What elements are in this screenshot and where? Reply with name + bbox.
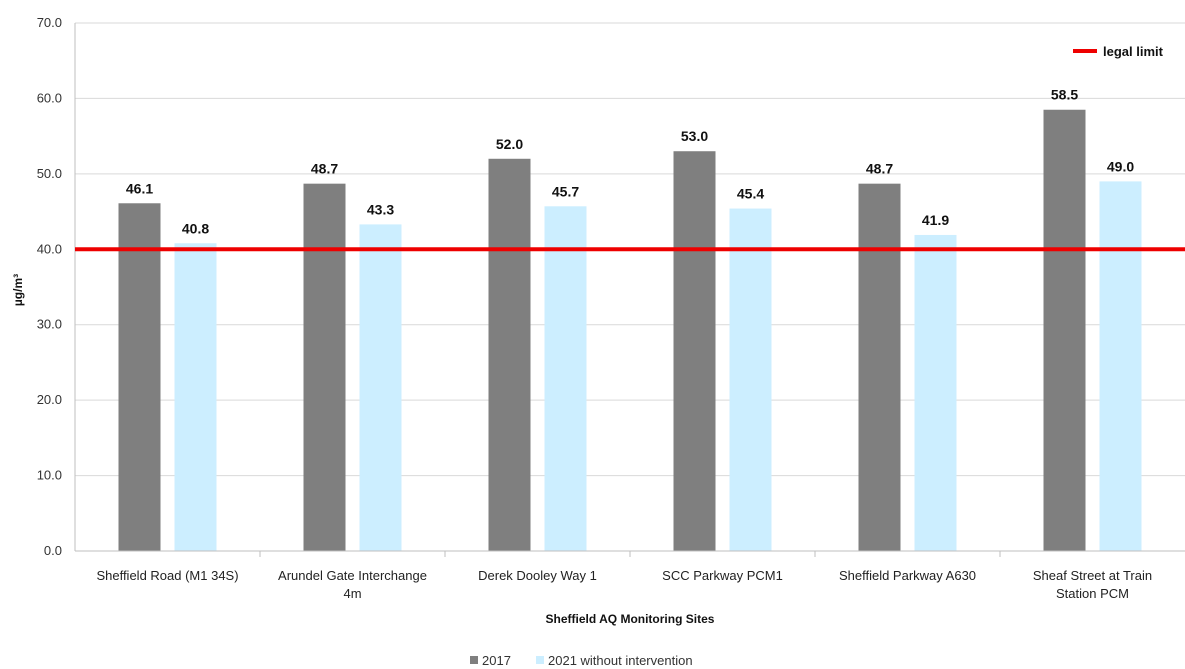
bar-2021-3 [729, 208, 772, 551]
bar-2021-0 [174, 243, 217, 551]
data-label: 43.3 [367, 201, 394, 217]
x-category-label: Sheffield Parkway A630 [839, 568, 976, 583]
y-tick-label: 30.0 [37, 317, 62, 332]
data-label: 48.7 [866, 161, 893, 177]
bar-2017-0 [118, 203, 161, 551]
legend-swatch-2017 [470, 656, 478, 664]
data-label: 45.4 [737, 186, 764, 202]
y-tick-label: 60.0 [37, 90, 62, 105]
x-category-label: Station PCM [1056, 586, 1129, 601]
bars [118, 109, 1142, 552]
y-tick-label: 70.0 [37, 15, 62, 30]
x-category-label: 4m [343, 586, 361, 601]
y-axis-ticks: 0.0 10.0 20.0 30.0 40.0 50.0 60.0 70.0 [37, 15, 62, 558]
legal-limit-legend-swatch [1073, 49, 1097, 53]
x-category-label: Sheaf Street at Train [1033, 568, 1152, 583]
data-label: 48.7 [311, 161, 338, 177]
data-label: 49.0 [1107, 158, 1134, 174]
bar-2021-5 [1099, 181, 1142, 551]
x-axis-categories: Sheffield Road (M1 34S) Arundel Gate Inte… [96, 568, 1152, 601]
y-tick-label: 50.0 [37, 166, 62, 181]
x-category-label: Sheffield Road (M1 34S) [96, 568, 238, 583]
axes [74, 23, 1185, 557]
data-label: 52.0 [496, 136, 523, 152]
data-label: 53.0 [681, 128, 708, 144]
y-tick-label: 40.0 [37, 241, 62, 256]
data-label: 46.1 [126, 180, 153, 196]
bar-2017-1 [303, 183, 346, 552]
bar-2017-2 [488, 158, 531, 551]
y-axis-title: µg/m³ [11, 274, 25, 306]
data-label: 41.9 [922, 212, 949, 228]
data-labels: 46.1 40.8 48.7 43.3 52.0 45.7 53.0 45.4 48.7 41.9… [126, 87, 1134, 237]
x-category-label: SCC Parkway PCM1 [662, 568, 783, 583]
x-category-label: Derek Dooley Way 1 [478, 568, 597, 583]
data-label: 40.8 [182, 220, 209, 236]
legal-limit-legend: legal limit [1073, 44, 1164, 59]
x-axis-title: Sheffield AQ Monitoring Sites [546, 612, 715, 626]
y-tick-label: 10.0 [37, 468, 62, 483]
bar-2017-3 [673, 151, 716, 551]
x-category-label: Arundel Gate Interchange [278, 568, 427, 583]
bar-2017-4 [858, 183, 901, 552]
data-label: 45.7 [552, 183, 579, 199]
bar-2021-4 [914, 234, 957, 551]
bar-2017-5 [1043, 109, 1086, 551]
y-tick-label: 0.0 [44, 543, 62, 558]
series-legend: 2017 2021 without intervention [470, 653, 693, 668]
legend-label-2017: 2017 [482, 653, 511, 668]
data-label: 58.5 [1051, 87, 1078, 103]
bar-2021-2 [544, 206, 587, 551]
legend-swatch-2021 [536, 656, 544, 664]
legal-limit-legend-label: legal limit [1103, 44, 1164, 59]
y-tick-label: 20.0 [37, 392, 62, 407]
legend-label-2021: 2021 without intervention [548, 653, 693, 668]
bar-2021-1 [359, 224, 402, 551]
